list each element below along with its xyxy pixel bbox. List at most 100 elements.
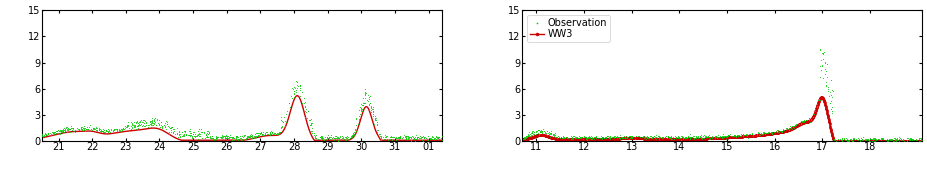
Point <box>46 132 61 134</box>
Point <box>331 139 346 142</box>
Point <box>399 134 413 137</box>
Point <box>242 136 257 139</box>
Observation <box>744 133 759 136</box>
Observation <box>680 135 695 138</box>
Point <box>421 134 436 137</box>
Point <box>179 133 194 136</box>
Observation <box>755 133 769 135</box>
Observation <box>893 137 908 139</box>
Observation <box>756 132 771 134</box>
Observation <box>641 137 656 140</box>
Point <box>331 135 346 138</box>
Point <box>429 136 444 139</box>
Point <box>158 126 172 129</box>
Observation <box>845 140 860 142</box>
Observation <box>531 128 546 131</box>
Observation <box>869 139 883 142</box>
Observation <box>678 137 692 140</box>
Point <box>251 134 266 137</box>
Observation <box>728 134 743 137</box>
Point <box>362 95 377 98</box>
Point <box>144 125 159 128</box>
Observation <box>645 137 660 139</box>
Point <box>328 134 343 137</box>
Point <box>109 130 124 133</box>
Observation <box>888 137 903 140</box>
Observation <box>615 136 629 138</box>
Observation <box>813 75 828 78</box>
Point <box>243 135 258 138</box>
Observation <box>873 138 888 141</box>
Point <box>100 130 115 133</box>
Observation <box>589 137 603 139</box>
Observation <box>789 123 804 126</box>
Observation <box>745 134 760 136</box>
Observation <box>623 135 638 138</box>
Point <box>100 130 115 133</box>
Point <box>415 135 430 137</box>
Observation <box>866 138 881 141</box>
Observation <box>679 136 694 139</box>
Point <box>158 125 172 128</box>
Point <box>331 136 346 139</box>
Observation <box>783 127 798 129</box>
Point <box>389 135 404 138</box>
Point <box>393 136 408 139</box>
Observation <box>737 134 752 136</box>
Observation <box>764 130 779 133</box>
Point <box>260 133 274 135</box>
Observation <box>855 138 870 141</box>
Point <box>102 130 117 133</box>
Point <box>179 134 194 137</box>
Point <box>56 129 70 132</box>
Point <box>57 130 72 132</box>
Point <box>218 137 233 140</box>
Observation <box>541 133 556 136</box>
Observation <box>666 135 680 138</box>
Point <box>193 132 208 135</box>
Observation <box>867 138 882 140</box>
Observation <box>586 136 601 138</box>
Point <box>104 129 119 132</box>
Point <box>131 124 146 127</box>
Observation <box>652 136 667 139</box>
Observation <box>584 137 599 140</box>
Observation <box>914 138 927 141</box>
Point <box>331 137 346 140</box>
Point <box>366 106 381 109</box>
Observation <box>891 139 906 141</box>
Observation <box>623 135 638 138</box>
Observation <box>619 136 634 138</box>
Point <box>369 119 384 122</box>
Observation <box>678 135 692 138</box>
Point <box>226 138 241 141</box>
Point <box>400 135 414 138</box>
Observation <box>782 127 797 129</box>
Observation <box>729 135 743 138</box>
Observation <box>686 135 701 138</box>
Observation <box>682 133 697 136</box>
Point <box>234 137 248 139</box>
Point <box>133 123 147 126</box>
Point <box>57 130 71 133</box>
Point <box>87 127 102 130</box>
Point <box>241 134 256 137</box>
Point <box>201 132 216 135</box>
Point <box>289 84 304 86</box>
Observation <box>547 135 562 137</box>
Point <box>355 110 370 112</box>
Point <box>373 133 387 135</box>
Point <box>313 136 328 139</box>
Point <box>408 139 423 142</box>
Observation <box>595 137 610 140</box>
Observation <box>832 139 846 141</box>
Observation <box>558 136 573 139</box>
Point <box>371 129 386 132</box>
Observation <box>526 130 540 132</box>
Observation <box>586 137 601 140</box>
Observation <box>664 136 679 139</box>
Observation <box>713 136 728 138</box>
Observation <box>616 137 631 140</box>
Observation <box>720 135 735 138</box>
Point <box>251 134 266 137</box>
